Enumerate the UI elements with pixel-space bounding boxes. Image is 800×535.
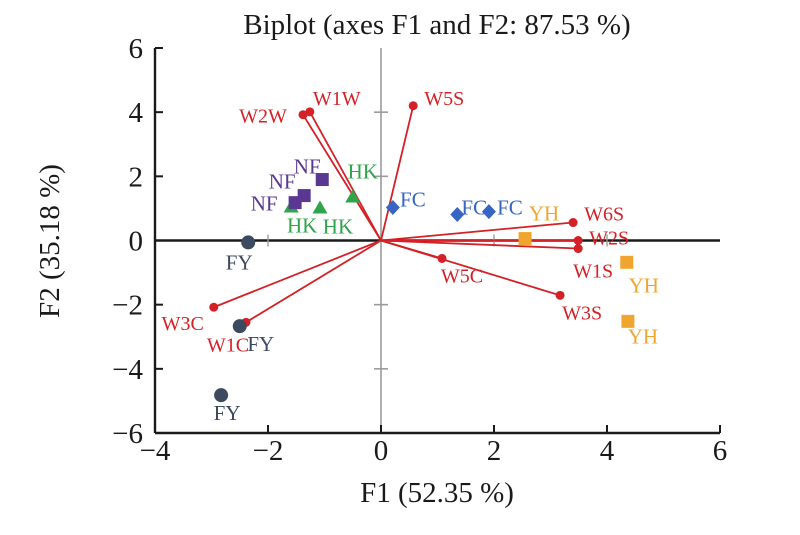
group-label-FC-2: FC bbox=[461, 196, 487, 220]
y-axis-title: F2 (35.18 %) bbox=[34, 164, 66, 318]
x-tick-label: −4 bbox=[140, 435, 171, 467]
vector-label-W2S: W2S bbox=[589, 228, 629, 250]
vector-point-W2S bbox=[573, 236, 583, 245]
marker-NF-1 bbox=[315, 173, 329, 187]
group-label-FY-2: FY bbox=[247, 332, 274, 356]
group-label-FY-1: FY bbox=[226, 250, 253, 274]
group-label-NF-1: NF bbox=[294, 155, 321, 179]
group-label-FC-1: FC bbox=[400, 187, 426, 211]
group-label-YH-2: YH bbox=[629, 273, 659, 297]
vector-point-W6S bbox=[568, 218, 578, 228]
vector-label-W3S: W3S bbox=[562, 302, 602, 324]
vector-point-W3S bbox=[555, 290, 565, 300]
marker-NF-3 bbox=[288, 196, 302, 210]
x-tick-label: 2 bbox=[487, 435, 502, 467]
vector-label-W6S: W6S bbox=[584, 204, 624, 226]
vector-label-W5C: W5C bbox=[441, 265, 483, 287]
marker-FY-1 bbox=[241, 235, 256, 250]
y-tick-label: 6 bbox=[129, 33, 144, 65]
group-label-HK-3: HK bbox=[287, 213, 317, 237]
y-tick-label: 4 bbox=[129, 97, 144, 129]
x-tick-label: 6 bbox=[713, 435, 728, 467]
vector-point-W3C bbox=[209, 302, 219, 312]
group-label-FC-3: FC bbox=[497, 196, 523, 220]
group-label-FY-3: FY bbox=[214, 401, 241, 425]
marker-HK-1 bbox=[345, 189, 361, 203]
x-axis-title: F1 (52.35 %) bbox=[360, 477, 514, 509]
vector-point-W1S bbox=[573, 244, 583, 254]
vector-label-W1S: W1S bbox=[573, 261, 613, 283]
vector-label-W2W: W2W bbox=[239, 106, 287, 128]
marker-YH-3 bbox=[621, 314, 635, 328]
vector-line-W3C bbox=[213, 239, 382, 309]
marker-FC-2 bbox=[450, 207, 465, 223]
marker-FC-3 bbox=[481, 204, 496, 220]
vector-line-W5S bbox=[380, 105, 415, 241]
vector-label-W3C: W3C bbox=[162, 313, 204, 335]
group-label-NF-2: NF bbox=[269, 170, 296, 194]
vector-label-W1C: W1C bbox=[207, 334, 249, 356]
vector-line-W1C bbox=[245, 239, 382, 324]
y-tick-label: 2 bbox=[129, 161, 144, 193]
marker-YH-1 bbox=[518, 232, 532, 246]
group-label-HK-1: HK bbox=[348, 160, 378, 184]
x-tick-label: −2 bbox=[253, 435, 284, 467]
vector-point-W1W bbox=[305, 107, 315, 117]
vector-label-W5S: W5S bbox=[424, 88, 464, 110]
x-tick-label: 0 bbox=[374, 435, 389, 467]
vector-point-W2W bbox=[298, 110, 308, 120]
group-label-YH-1: YH bbox=[529, 202, 559, 226]
vector-line-W1S bbox=[380, 239, 579, 250]
vector-line-W2W bbox=[302, 114, 382, 241]
vector-label-W1W: W1W bbox=[313, 88, 361, 110]
x-tick-label: 4 bbox=[600, 435, 615, 467]
marker-FY-3 bbox=[214, 388, 229, 403]
marker-YH-2 bbox=[620, 255, 634, 269]
vector-line-W1W bbox=[309, 111, 382, 241]
y-tick-label: 0 bbox=[129, 226, 144, 258]
group-label-NF-3: NF bbox=[251, 192, 278, 216]
chart-title: Biplot (axes F1 and F2: 87.53 %) bbox=[243, 9, 631, 41]
y-tick-label: −2 bbox=[112, 290, 143, 322]
y-tick-label: −6 bbox=[112, 418, 143, 450]
group-label-HK-2: HK bbox=[323, 214, 353, 238]
vector-point-W5C bbox=[437, 253, 447, 263]
vector-point-W5S bbox=[408, 101, 418, 111]
marker-FC-1 bbox=[385, 199, 400, 215]
y-tick-label: −4 bbox=[112, 354, 143, 386]
marker-FY-2 bbox=[232, 319, 247, 334]
vector-line-W3S bbox=[380, 239, 561, 297]
marker-HK-2 bbox=[312, 200, 328, 214]
group-label-YH-3: YH bbox=[628, 324, 658, 348]
vector-line-W6S bbox=[380, 221, 574, 242]
